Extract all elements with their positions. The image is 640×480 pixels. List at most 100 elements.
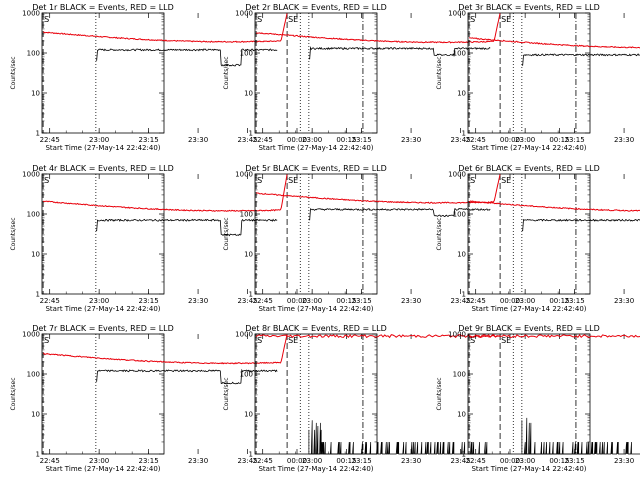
panel-title: Det 2r BLACK = Events, RED = LLD [245, 3, 387, 12]
x-tick-label: 22:45 [253, 457, 273, 465]
plot-frame [41, 333, 165, 455]
time-marker-label: S [470, 336, 475, 345]
x-tick-label: 00:00 [287, 457, 307, 465]
y-tick-label: 1000 [448, 171, 466, 179]
y-axis-label: Counts/sec [436, 56, 443, 89]
lld-series-line [256, 173, 501, 204]
x-tick-label: 00:15 [336, 457, 356, 465]
plot-frame [41, 12, 165, 134]
y-tick-label: 1000 [235, 331, 253, 339]
x-axis-label: Start Time (27-May-14 22:42:40) [258, 465, 373, 473]
x-tick-label: 00:15 [336, 297, 356, 305]
y-tick-label: 1 [249, 451, 253, 459]
y-tick-label: 1000 [235, 171, 253, 179]
y-tick-label: 1000 [22, 10, 40, 18]
x-axis-label: Start Time (27-May-14 22:42:40) [471, 465, 586, 473]
panel-1: Det 1r BLACK = Events, RED = LLD11010010… [10, 3, 364, 152]
x-tick-label: 23:00 [302, 297, 322, 305]
y-axis-label: Counts/sec [223, 56, 230, 89]
x-axis-label: Start Time (27-May-14 22:42:40) [258, 305, 373, 313]
time-marker-label: S [470, 176, 475, 185]
y-tick-label: 10 [31, 90, 40, 98]
y-axis-label: Counts/sec [10, 56, 17, 89]
x-axis-label: Start Time (27-May-14 22:42:40) [45, 305, 160, 313]
y-tick-label: 1 [249, 291, 253, 299]
x-tick-label: 23:30 [401, 136, 421, 144]
x-tick-label: 22:45 [40, 457, 60, 465]
time-marker-label: SE [288, 176, 298, 185]
y-tick-label: 1000 [235, 10, 253, 18]
x-axis-label: Start Time (27-May-14 22:42:40) [471, 305, 586, 313]
x-tick-label: 00:15 [549, 457, 569, 465]
x-axis-label: Start Time (27-May-14 22:42:40) [45, 465, 160, 473]
plot-frame [41, 173, 165, 295]
x-tick-label: 23:30 [188, 457, 208, 465]
x-tick-label: 00:15 [549, 136, 569, 144]
plot-frame [254, 173, 378, 295]
x-tick-label: 00:00 [500, 457, 520, 465]
x-tick-label: 22:45 [253, 297, 273, 305]
time-marker-label: SE [288, 336, 298, 345]
y-tick-label: 10 [457, 411, 466, 419]
x-tick-label: 23:00 [302, 136, 322, 144]
panel-title: Det 7r BLACK = Events, RED = LLD [32, 324, 174, 333]
events-series-line [95, 218, 278, 237]
x-tick-label: 23:30 [401, 297, 421, 305]
y-tick-label: 10 [457, 90, 466, 98]
x-tick-label: 23:30 [614, 297, 634, 305]
x-tick-label: 00:15 [336, 136, 356, 144]
lld-series-line [43, 12, 288, 43]
x-tick-label: 23:30 [401, 457, 421, 465]
time-marker-label: SE [501, 176, 511, 185]
x-tick-label: 00:15 [549, 297, 569, 305]
events-series-line [95, 48, 278, 67]
panel-title: Det 9r BLACK = Events, RED = LLD [458, 324, 600, 333]
x-tick-label: 23:45 [237, 297, 257, 305]
time-marker-label: S [470, 15, 475, 24]
time-marker-label: SE [288, 15, 298, 24]
y-axis-label: Counts/sec [436, 217, 443, 250]
y-tick-label: 1 [36, 291, 40, 299]
x-tick-label: 22:45 [466, 457, 486, 465]
x-tick-label: 23:00 [515, 297, 535, 305]
y-tick-label: 100 [27, 211, 40, 219]
y-tick-label: 10 [244, 90, 253, 98]
y-tick-label: 10 [244, 411, 253, 419]
x-tick-label: 00:00 [287, 136, 307, 144]
panel-3: Det 3r BLACK = Events, RED = LLD 1 10 100 10… [436, 3, 640, 152]
y-tick-label: 100 [240, 371, 253, 379]
x-tick-label: 23:00 [515, 136, 535, 144]
time-marker-label: SE [501, 336, 511, 345]
x-tick-label: 00:00 [287, 297, 307, 305]
panel-6: Det 6r BLACK = Events, RED = LLD 1 10 100 10… [436, 164, 640, 313]
x-tick-label: 23:00 [302, 457, 322, 465]
x-tick-label: 23:00 [89, 297, 109, 305]
y-axis-label: Counts/sec [223, 377, 230, 410]
x-tick-label: 22:45 [40, 136, 60, 144]
y-tick-label: 100 [453, 211, 466, 219]
events-series-spikes [308, 420, 491, 455]
x-tick-label: 23:15 [352, 297, 372, 305]
time-marker-label: S [257, 176, 262, 185]
plot-frame [467, 12, 591, 134]
x-tick-label: 22:45 [253, 136, 273, 144]
panel-7: Det 7r BLACK = Events, RED = LLD 1 10 100 10… [10, 324, 364, 473]
y-tick-label: 1 [462, 130, 466, 138]
x-tick-label: 23:30 [188, 136, 208, 144]
events-series-line [521, 53, 640, 66]
lld-series-line [42, 173, 288, 212]
y-tick-label: 100 [240, 211, 253, 219]
y-axis-label: Counts/sec [223, 217, 230, 250]
events-series-spikes [521, 417, 640, 455]
y-tick-label: 1000 [22, 171, 40, 179]
y-tick-label: 10 [244, 251, 253, 259]
x-tick-label: 23:00 [89, 136, 109, 144]
x-axis-label: Start Time (27-May-14 22:42:40) [258, 144, 373, 152]
lld-series-line [468, 334, 640, 339]
x-tick-label: 23:45 [450, 297, 470, 305]
time-marker-label: S [44, 176, 49, 185]
panel-title: Det 6r BLACK = Events, RED = LLD [458, 164, 600, 173]
time-marker-label: SE [501, 15, 511, 24]
panel-2: Det 2r BLACK = Events, RED = LLD11010010… [223, 3, 577, 152]
y-tick-label: 100 [27, 371, 40, 379]
